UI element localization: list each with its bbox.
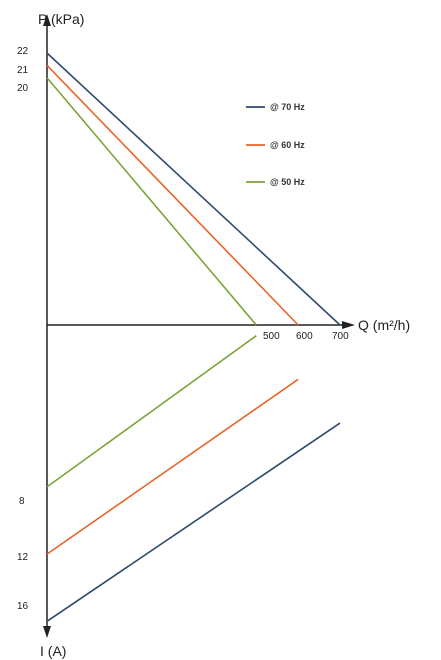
legend-label-50hz: @ 50 Hz [270, 177, 305, 187]
current-line-70hz [46, 422, 341, 622]
y-axis-lower-arrow [43, 626, 51, 638]
legend-label-60hz: @ 60 Hz [270, 140, 305, 150]
current-line-50hz [46, 335, 257, 488]
pressure-line-60hz [46, 64, 299, 326]
x-tick-600: 600 [296, 331, 313, 342]
y-tick-21: 21 [17, 65, 29, 76]
y-axis-upper-arrow [43, 14, 51, 26]
upper-y-axis-title: P (kPa) [38, 11, 84, 27]
current-line-60hz [46, 378, 299, 555]
pressure-line-50hz [46, 77, 257, 326]
y-tick-20: 20 [17, 83, 29, 94]
lower-y-axis-title: I (A) [40, 643, 66, 659]
lower-y-tick-8: 8 [19, 496, 25, 507]
x-axis-title: Q (m²/h) [358, 317, 410, 333]
x-tick-500: 500 [263, 331, 280, 342]
x-axis-arrow [342, 321, 355, 329]
lower-y-tick-16: 16 [17, 601, 29, 612]
x-tick-700: 700 [332, 331, 349, 342]
upper-series-group [46, 52, 341, 326]
lower-y-tick-12: 12 [17, 552, 29, 563]
y-tick-22: 22 [17, 46, 29, 57]
legend-label-70hz: @ 70 Hz [270, 102, 305, 112]
lower-series-group [46, 335, 341, 622]
pressure-line-70hz [46, 52, 341, 326]
